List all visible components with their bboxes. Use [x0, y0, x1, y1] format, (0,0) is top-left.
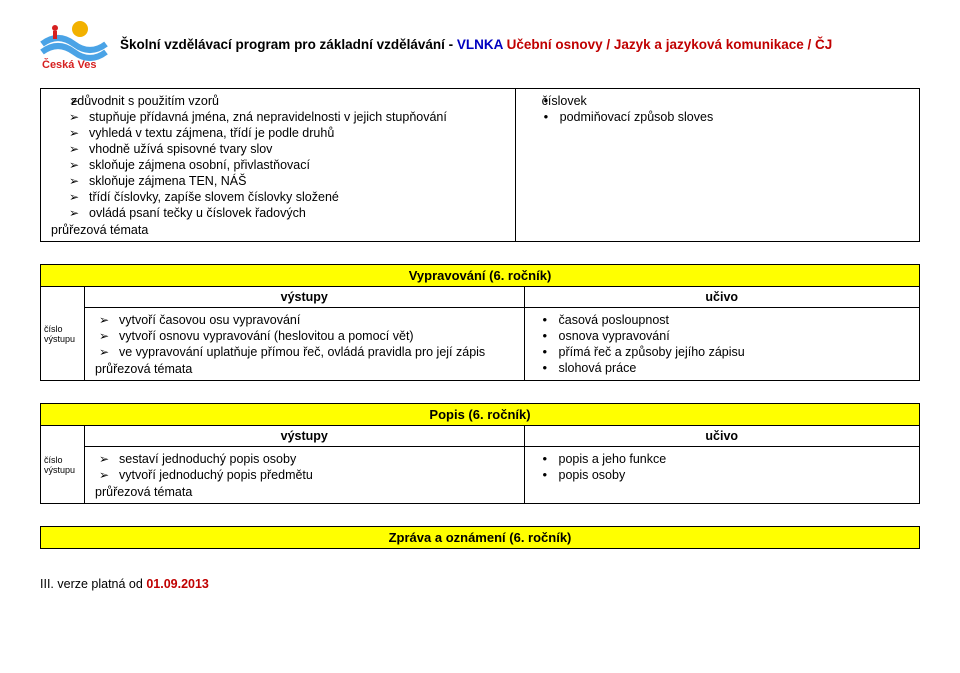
- list-item: osnova vypravování: [559, 328, 912, 344]
- list-item: třídí číslovky, zapíše slovem číslovky s…: [89, 189, 507, 205]
- cross-topics-label: průřezová témata: [51, 221, 507, 237]
- page-header: Česká Ves Školní vzdělávací program pro …: [40, 18, 920, 70]
- col-header-left: výstupy: [85, 287, 525, 308]
- list-item: vhodně užívá spisovné tvary slov: [89, 141, 507, 157]
- school-logo: Česká Ves: [40, 18, 108, 70]
- list-item: podmiňovací způsob sloves: [560, 109, 911, 125]
- section-title: Vypravování (6. ročník): [41, 265, 920, 287]
- list-item: přímá řeč a způsoby jejího zápisu: [559, 344, 912, 360]
- top-table-left: zdůvodnit s použitím vzorů stupňuje příd…: [41, 89, 516, 242]
- list-item: sestaví jednoduchý popis osoby: [119, 451, 516, 467]
- list-item: popis a jeho funkce: [559, 451, 912, 467]
- section-popis: Popis (6. ročník) číslo výstupu výstupy …: [40, 403, 920, 504]
- list-item: vytvoří jednoduchý popis předmětu: [119, 467, 516, 483]
- list-item: zdůvodnit s použitím vzorů: [89, 93, 507, 109]
- cross-topics-label: průřezová témata: [95, 360, 516, 376]
- list-item: ovládá psaní tečky u číslovek řadových: [89, 205, 507, 221]
- list-item: skloňuje zájmena osobní, přivlastňovací: [89, 157, 507, 173]
- section-title: Popis (6. ročník): [41, 404, 920, 426]
- row-side-label: číslo výstupu: [41, 287, 85, 381]
- list-item: slohová práce: [559, 360, 912, 376]
- col-header-right: učivo: [524, 287, 920, 308]
- row-side-label: číslo výstupu: [41, 426, 85, 504]
- page-footer: III. verze platná od 01.09.2013: [40, 577, 920, 591]
- header-vlnka: VLNKA: [457, 37, 503, 52]
- svg-text:Česká Ves: Česká Ves: [42, 58, 96, 70]
- list-item: číslovek: [560, 93, 911, 109]
- section-banner: Zpráva a oznámení (6. ročník): [40, 526, 920, 549]
- footer-date: 01.09.2013: [146, 577, 209, 591]
- banner-title: Zpráva a oznámení (6. ročník): [41, 527, 920, 549]
- list-item: vyhledá v textu zájmena, třídí je podle …: [89, 125, 507, 141]
- col-header-left: výstupy: [85, 426, 525, 447]
- list-item: skloňuje zájmena TEN, NÁŠ: [89, 173, 507, 189]
- section-vypravovani: Vypravování (6. ročník) číslo výstupu vý…: [40, 264, 920, 381]
- header-title: Školní vzdělávací program pro základní v…: [120, 37, 832, 52]
- list-item: popis osoby: [559, 467, 912, 483]
- top-table-right: číslovek podmiňovací způsob sloves: [515, 89, 919, 242]
- header-prefix: Školní vzdělávací program pro základní v…: [120, 37, 457, 52]
- section-right-body: časová posloupnost osnova vypravování př…: [524, 308, 920, 381]
- top-table: zdůvodnit s použitím vzorů stupňuje příd…: [40, 88, 920, 242]
- header-rest: Učební osnovy / Jazyk a jazyková komunik…: [503, 37, 832, 52]
- list-item: vytvoří osnovu vypravování (heslovitou a…: [119, 328, 516, 344]
- section-right-body: popis a jeho funkce popis osoby: [524, 447, 920, 504]
- section-left-body: sestaví jednoduchý popis osoby vytvoří j…: [85, 447, 525, 504]
- section-left-body: vytvoří časovou osu vypravování vytvoří …: [85, 308, 525, 381]
- list-item: časová posloupnost: [559, 312, 912, 328]
- list-item: stupňuje přídavná jména, zná nepravideln…: [89, 109, 507, 125]
- col-header-right: učivo: [524, 426, 920, 447]
- list-item: vytvoří časovou osu vypravování: [119, 312, 516, 328]
- cross-topics-label: průřezová témata: [95, 483, 516, 499]
- list-item: ve vypravování uplatňuje přímou řeč, ovl…: [119, 344, 516, 360]
- footer-prefix: III. verze platná od: [40, 577, 146, 591]
